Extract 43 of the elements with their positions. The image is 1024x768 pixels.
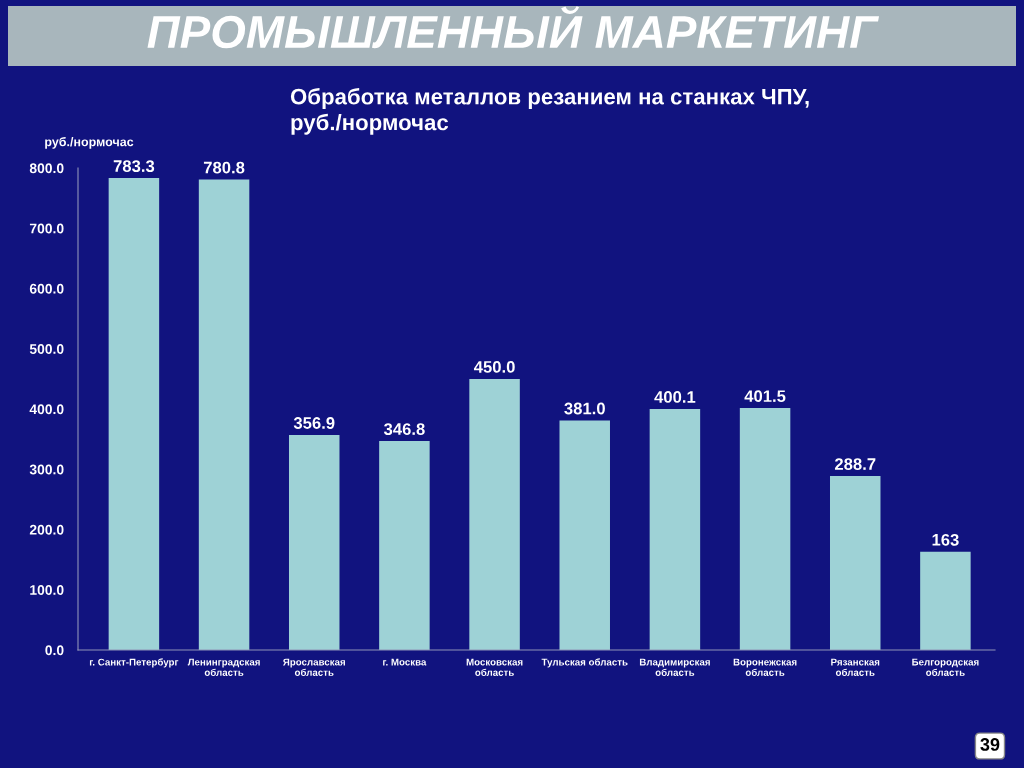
y-tick-label: 100.0	[30, 585, 64, 595]
data-label: 381.0	[564, 402, 605, 415]
data-label: 346.8	[383, 423, 425, 435]
x-tick-label: Воронежская область	[733, 658, 797, 676]
bar	[920, 551, 971, 650]
bar	[379, 441, 430, 650]
y-axis-title: руб./нормочас	[45, 136, 134, 149]
data-label: 450.0	[473, 361, 515, 373]
y-tick-label: 700.0	[29, 223, 64, 234]
data-label: 356.9	[293, 417, 335, 429]
data-label: 400.1	[654, 391, 696, 403]
bar	[108, 178, 160, 650]
x-tick-label: Тульская область	[541, 658, 628, 668]
data-label: 163	[932, 533, 959, 546]
x-tick-label: Ленинградская область	[187, 658, 260, 676]
data-label: 401.5	[744, 390, 786, 403]
bar	[198, 179, 250, 650]
bar	[649, 408, 701, 650]
x-tick-label: Владимирская область	[639, 658, 710, 676]
chart-title: ПРОМЫШЛЕННЫЙ МАРКЕТИНГ	[147, 6, 880, 49]
data-label: 783.3	[113, 160, 155, 173]
bar	[739, 408, 791, 650]
x-tick-label: Ярославская область	[283, 658, 345, 676]
x-tick-label: Московская область	[466, 658, 523, 676]
data-label: 780.8	[203, 161, 245, 174]
y-tick-label: 500.0	[29, 344, 64, 354]
bar	[288, 434, 340, 650]
bar	[469, 378, 520, 650]
bar	[829, 476, 881, 650]
x-tick-label: Рязанская область	[831, 658, 880, 676]
y-tick-label: 600.0	[29, 283, 64, 294]
y-tick-label: 400.0	[29, 404, 64, 415]
y-tick-label: 200.0	[29, 524, 64, 535]
y-tick-label: 800.0	[29, 163, 64, 174]
x-tick-label: г. Санкт-Петербург	[89, 658, 179, 668]
bar	[559, 420, 610, 650]
y-tick-label: 300.0	[29, 464, 64, 475]
data-label: 288.7	[834, 458, 876, 470]
text: 39	[980, 738, 1000, 751]
x-tick-label: Белгородская область	[912, 658, 979, 676]
chart-subtitle: Обработка металлов резанием на станках ЧПУ, руб./нормочас	[290, 88, 809, 135]
y-tick-label: 0.0	[45, 645, 64, 656]
x-tick-label: г. Москва	[383, 658, 427, 666]
